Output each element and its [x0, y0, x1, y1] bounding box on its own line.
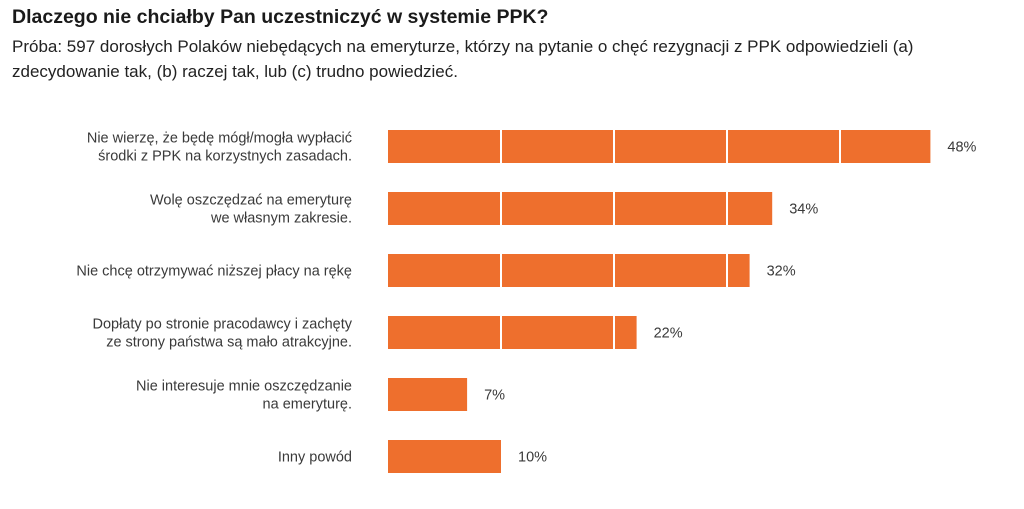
- category-label-4: Dopłaty po stronie pracodawcy i zachęty: [92, 317, 352, 333]
- category-label-6: Inny powód: [278, 450, 352, 466]
- bar-1: [388, 130, 931, 163]
- category-label-5: na emeryturę.: [263, 397, 352, 413]
- category-label-2: Wolę oszczędzać na emeryturę: [150, 193, 352, 209]
- category-label-3: Nie chcę otrzymywać niższej płacy na ręk…: [76, 264, 352, 280]
- chart-title: Dlaczego nie chciałby Pan uczestniczyć w…: [12, 6, 549, 28]
- category-label-1: środki z PPK na korzystnych zasadach.: [98, 149, 352, 165]
- value-label-3: 32%: [767, 264, 796, 280]
- bar-2: [388, 192, 773, 225]
- category-label-4: ze strony państwa są mało atrakcyjne.: [106, 335, 352, 351]
- bar-5: [388, 378, 468, 411]
- value-label-2: 34%: [789, 202, 818, 218]
- bar-4: [388, 316, 637, 349]
- value-label-1: 48%: [947, 140, 976, 156]
- chart-subtitle: Próba: 597 dorosłych Polaków niebędących…: [12, 37, 914, 81]
- value-label-6: 10%: [518, 450, 547, 466]
- bar-3: [388, 254, 750, 287]
- value-label-5: 7%: [484, 388, 505, 404]
- category-label-1: Nie wierzę, że będę mógł/mogła wypłacić: [87, 131, 352, 147]
- category-label-5: Nie interesuje mnie oszczędzanie: [136, 379, 352, 395]
- bar-6: [388, 440, 501, 473]
- value-label-4: 22%: [654, 326, 683, 342]
- category-label-2: we własnym zakresie.: [210, 211, 352, 227]
